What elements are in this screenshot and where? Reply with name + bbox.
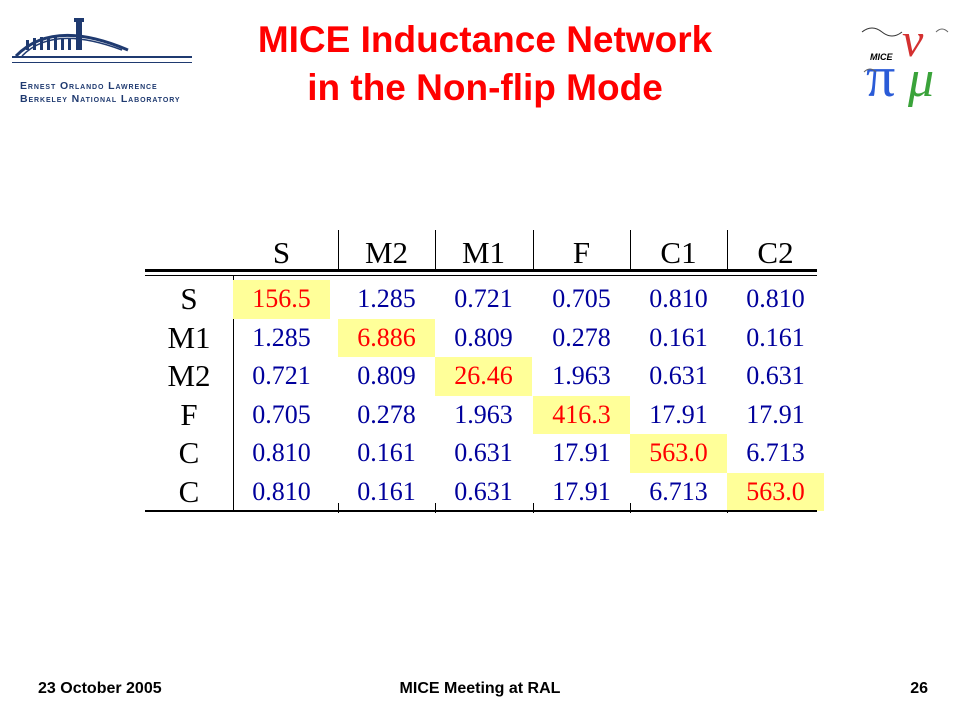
diagonal-cell: 563.0 <box>727 472 824 511</box>
matrix-cell: 0.161 <box>357 438 416 467</box>
lbnl-building-icon <box>12 18 192 63</box>
svg-text:ν: ν <box>902 14 924 67</box>
row-header: C <box>178 435 200 470</box>
row-header: M2 <box>167 358 211 393</box>
title-line-2: in the Non-flip Mode <box>307 67 663 108</box>
matrix-cell: 0.631 <box>454 476 513 506</box>
diagonal-cell: 156.5 <box>233 280 330 319</box>
matrix-cell: 17.91 <box>552 438 611 467</box>
row-header: C <box>178 473 200 509</box>
column-header: F <box>572 235 591 270</box>
lbnl-name: Ernest Orlando Lawrence Berkeley Nationa… <box>20 80 180 106</box>
column-header: M2 <box>364 235 409 270</box>
footer-event: MICE Meeting at RAL <box>399 680 561 697</box>
row-header: F <box>180 396 198 432</box>
column-divider <box>233 276 234 512</box>
matrix-cell: 0.631 <box>746 361 805 390</box>
matrix-cell: 0.278 <box>357 399 416 429</box>
column-divider <box>338 230 339 270</box>
matrix-cell: 1.285 <box>252 322 311 352</box>
matrix-cell: 0.278 <box>552 322 611 352</box>
diagonal-cell: 26.46 <box>435 357 532 396</box>
matrix-cell: 0.631 <box>454 438 513 467</box>
column-divider <box>435 230 436 270</box>
diagonal-cell: 563.0 <box>630 434 727 473</box>
matrix-cell: 0.721 <box>252 361 311 390</box>
header-rule-inner <box>145 275 817 276</box>
matrix-cell: 6.713 <box>649 476 708 506</box>
matrix-cell: 0.705 <box>552 284 611 313</box>
inductance-matrix: S M2 M1 F C1 C2 S 156.5 1.285 0.721 0.705 0.810 0.81… <box>145 230 824 515</box>
matrix-cell: 0.161 <box>357 476 416 506</box>
page-number: 26 <box>910 680 928 697</box>
title-line-1: MICE Inductance Network <box>257 19 713 60</box>
column-header: C1 <box>660 235 697 270</box>
diagonal-cell: 416.3 <box>533 395 630 434</box>
matrix-cell: 0.810 <box>746 284 805 313</box>
svg-text:μ: μ <box>907 51 934 108</box>
column-divider-bottom <box>533 503 534 513</box>
slide-title: MICE Inductance Network in the Non-flip … <box>180 16 790 112</box>
header-rule <box>145 269 817 272</box>
matrix-cell: 0.631 <box>649 361 708 390</box>
column-divider-bottom <box>630 503 631 513</box>
matrix-cell: 0.161 <box>649 322 708 352</box>
diagonal-cell: 6.886 <box>338 318 435 357</box>
matrix-cell: 0.721 <box>454 284 513 313</box>
matrix-cell: 0.810 <box>252 438 311 467</box>
lbnl-logo: Ernest Orlando Lawrence Berkeley Nationa… <box>8 10 193 105</box>
mice-symbols-icon: ν π μ <box>861 14 949 109</box>
matrix-cell: 0.705 <box>252 399 311 429</box>
column-divider-bottom <box>435 503 436 513</box>
mice-label: MICE <box>870 52 893 62</box>
column-header: S <box>272 235 291 270</box>
column-divider <box>533 230 534 270</box>
footer-date: 23 October 2005 <box>38 680 162 697</box>
matrix-cell: 1.963 <box>454 399 513 429</box>
svg-text:π: π <box>866 44 895 108</box>
lbnl-line-1: Ernest Orlando Lawrence <box>20 80 158 92</box>
column-header: C2 <box>757 235 794 270</box>
matrix-cell: 17.91 <box>649 399 708 429</box>
matrix-cell: 0.810 <box>649 284 708 313</box>
matrix-cell: 1.963 <box>552 361 611 390</box>
column-header: M1 <box>461 235 506 270</box>
lbnl-line-2: Berkeley National Laboratory <box>20 93 181 105</box>
bottom-rule <box>145 510 817 512</box>
matrix-cell: 0.809 <box>357 361 416 390</box>
column-divider <box>630 230 631 270</box>
row-header: M1 <box>167 319 211 355</box>
matrix-cell: 17.91 <box>746 399 805 429</box>
matrix-cell: 1.285 <box>357 284 416 313</box>
matrix-cell: 0.810 <box>252 476 311 506</box>
matrix-cell: 0.809 <box>454 322 513 352</box>
matrix-cell: 6.713 <box>746 438 805 467</box>
column-divider-bottom <box>338 503 339 513</box>
matrix-cell: 17.91 <box>552 476 611 506</box>
row-header: S <box>180 281 198 316</box>
column-divider <box>727 230 728 270</box>
matrix-cell: 0.161 <box>746 322 805 352</box>
mice-logo: ν π μ MICE <box>856 12 956 109</box>
